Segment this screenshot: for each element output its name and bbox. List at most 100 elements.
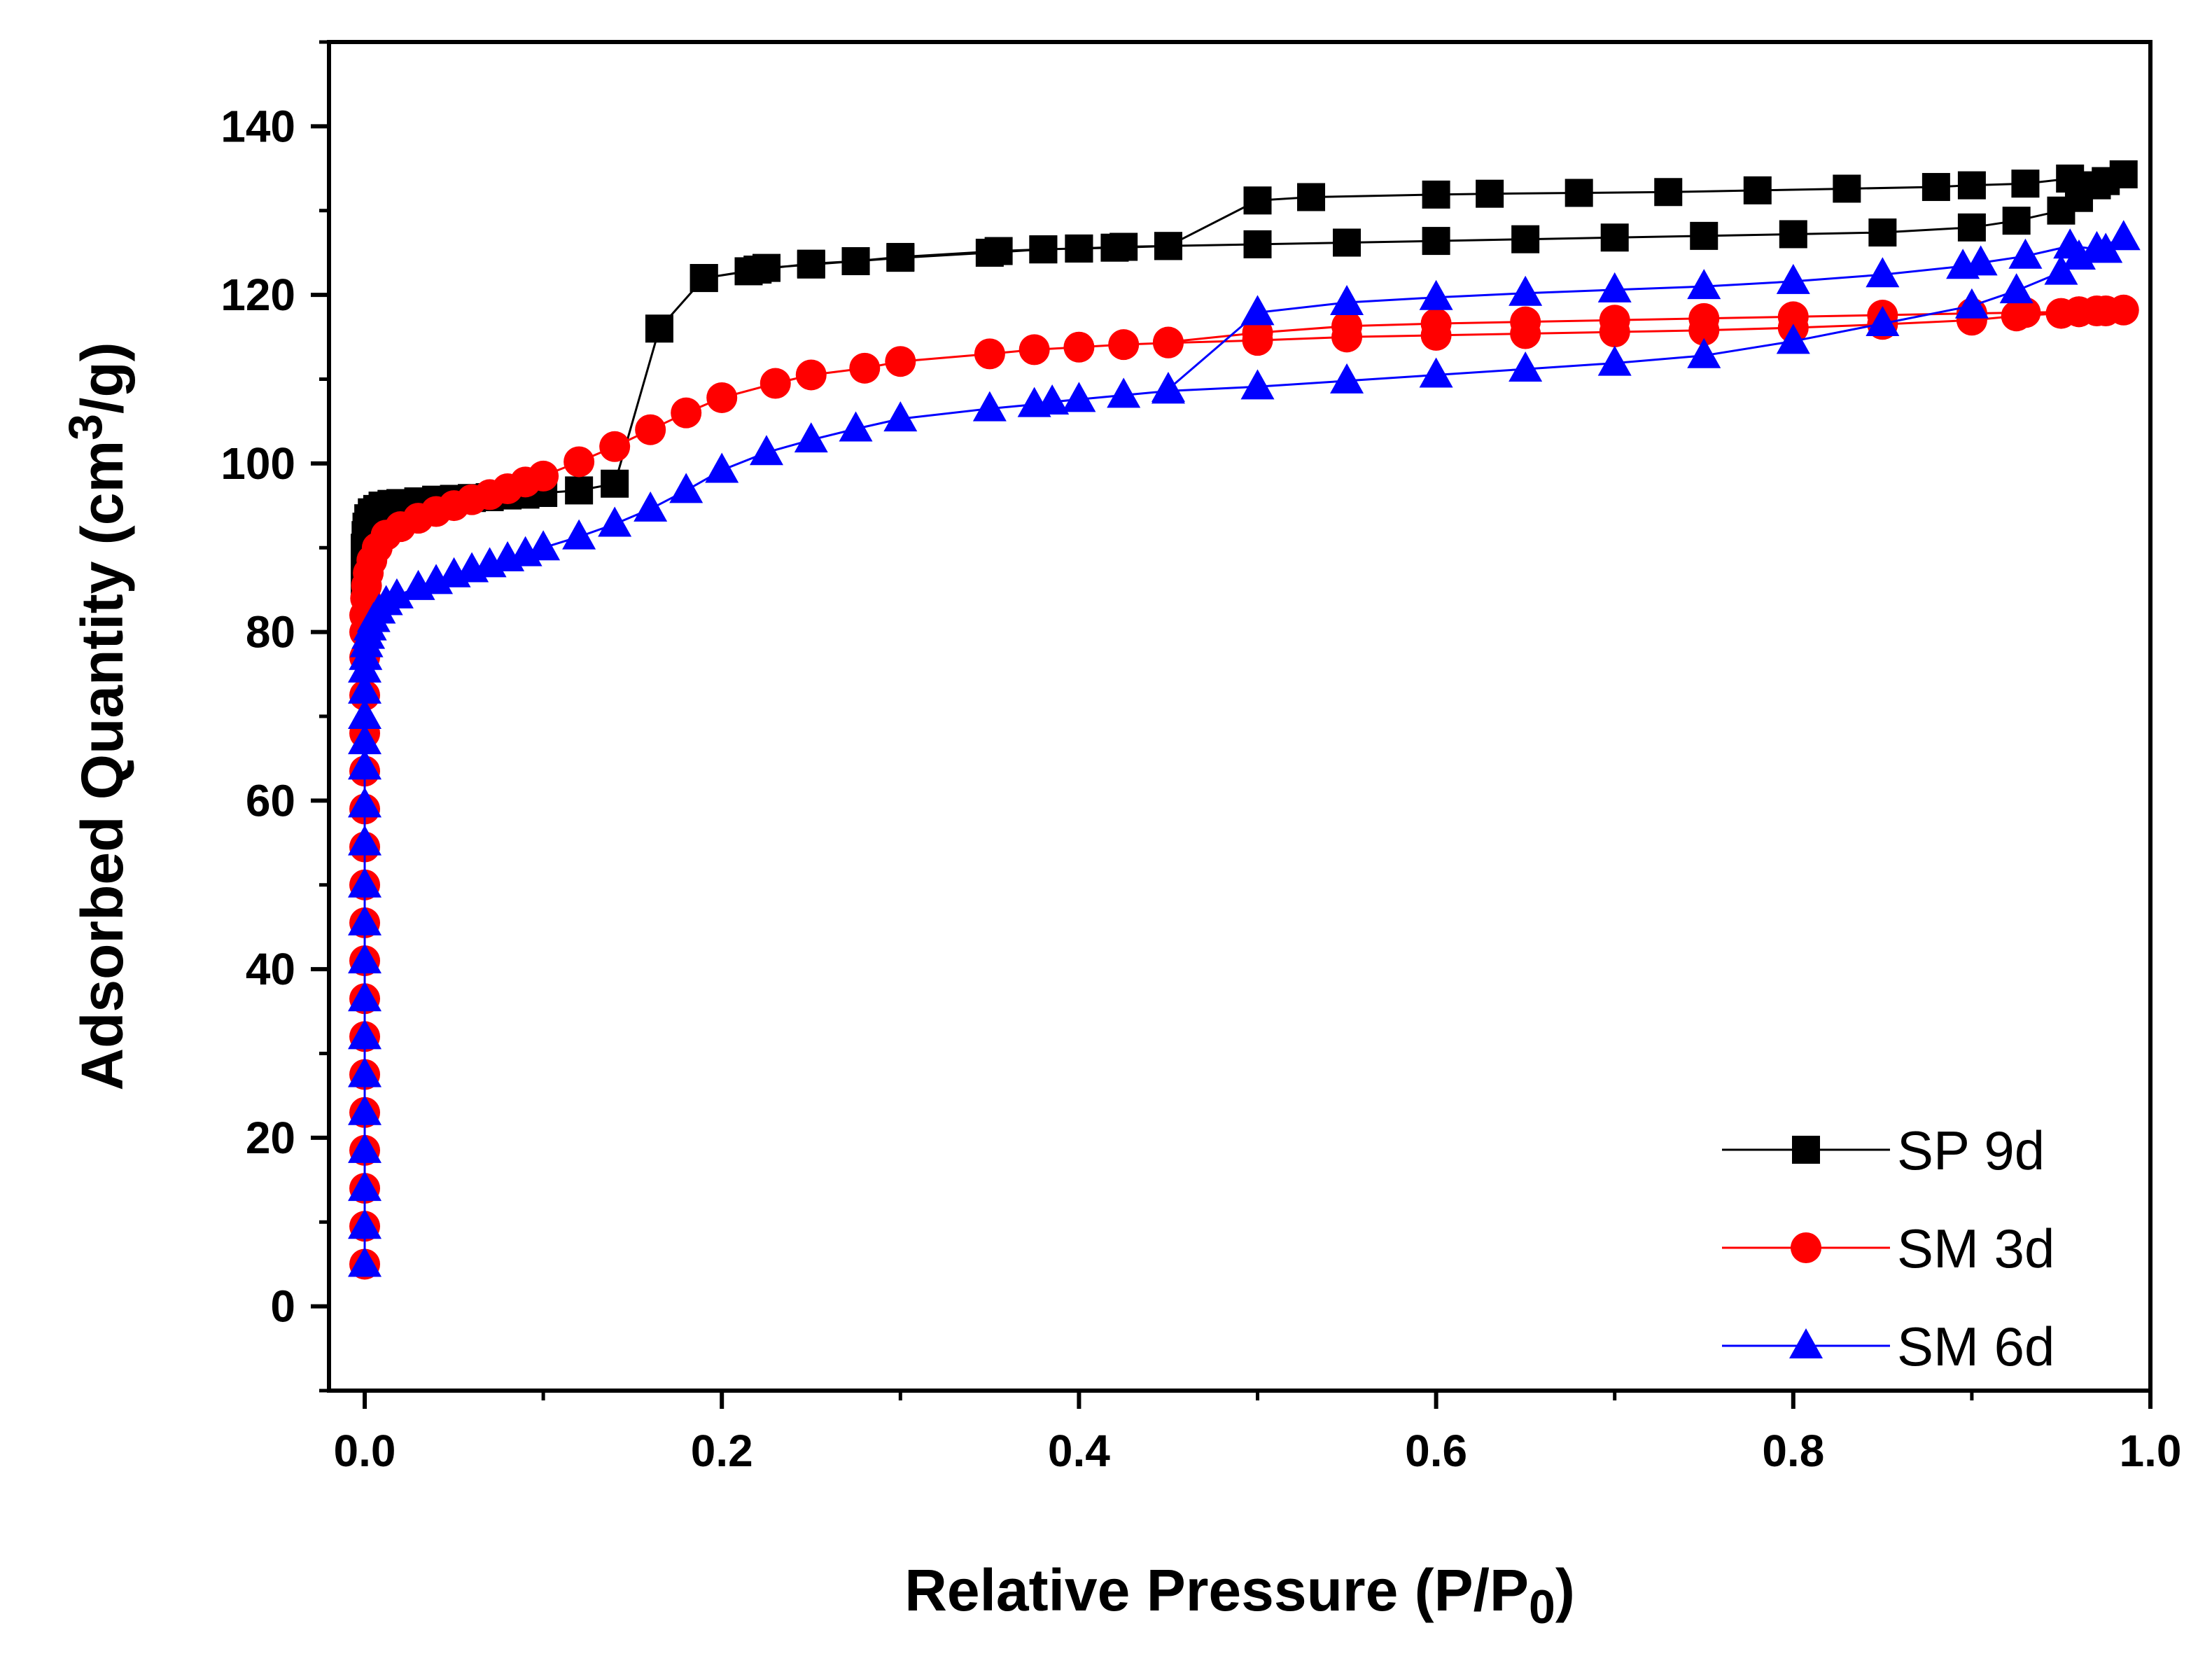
series-1-point-70 [1510,306,1541,338]
series-0-point-66 [797,250,825,279]
series-0-point-65 [841,246,870,275]
series-2-point-67 [1946,249,1980,279]
series-2-point-75 [1240,295,1275,326]
series-2-point-69 [1776,263,1810,294]
series-0-point-56 [1422,180,1450,209]
series-1-point-69 [1599,305,1630,336]
series-2-point-1 [348,1209,382,1239]
series-2-point-54 [1687,338,1721,368]
series-1-point-36 [635,414,666,445]
series-1-point-62 [2090,295,2122,326]
series-1-point-33 [528,460,559,492]
series-0-point-55 [1476,179,1504,208]
x-tick-label-3: 0.6 [1405,1426,1467,1476]
legend-marker-0 [1792,1136,1820,1164]
y-tick-label-6: 120 [220,270,295,320]
series-0-point-61 [1065,234,1093,263]
series-2-point-45 [1035,384,1070,415]
series-0-point-69 [690,264,718,293]
series-2-point-2 [348,1171,382,1202]
series-2-point-11 [348,825,382,856]
series-1-point-74 [1152,326,1184,358]
series-1-point-44 [1018,334,1050,366]
series-2-point-35 [598,506,632,537]
series-0-point-60 [1100,233,1129,262]
series-2-point-13 [348,749,382,780]
series-1-point-39 [760,368,791,399]
series-1-point-38 [706,382,738,413]
series-0-point-53 [1654,178,1683,207]
series-0-point-54 [1564,179,1593,207]
series-2-point-38 [705,452,739,483]
series-0-point-62 [1029,235,1058,264]
series-2-point-9 [348,905,382,935]
series-2-point-6 [348,1019,382,1050]
series-2-point-33 [526,530,561,561]
legend-marker-2 [1789,1328,1823,1358]
series-2-point-52 [1508,352,1543,382]
legend-label-2: SM 6d [1897,1316,2054,1377]
series-2-point-62 [2106,220,2141,251]
series-1-point-63 [2063,296,2094,328]
series-2-point-40 [794,422,828,453]
series-2-point-58 [1999,273,2033,304]
series-1-point-68 [1688,302,1720,334]
series-2-point-15 [348,699,382,729]
series-2-point-53 [1597,345,1632,376]
series-2-point-74 [1330,284,1364,315]
series-2-point-68 [1865,257,1900,288]
series-2-point-25 [379,578,414,608]
series-2-point-46 [1062,382,1096,412]
x-tick-label-2: 0.4 [1048,1426,1110,1476]
series-2-point-59 [2044,254,2078,285]
series-1-point-34 [564,446,595,478]
y-tick-label-1: 20 [246,1113,295,1163]
series-2-point-70 [1687,269,1721,300]
x-axis-title-subscript: 0 [1529,1580,1555,1634]
series-2-point-76 [1151,371,1185,402]
series-0-point-33 [1333,228,1362,257]
series-0-point-34 [1422,227,1450,256]
series-2-point-10 [348,867,382,898]
legend: SP 9d SM 3d SM 6d [1722,1120,2054,1377]
series-0-point-50 [1921,173,1950,202]
x-tick-label-5: 1.0 [2120,1426,2182,1476]
series-0-point-39 [1868,218,1897,247]
legend-label-0: SP 9d [1897,1120,2045,1181]
series-0-point-20 [601,469,629,498]
series-1-point-37 [671,397,702,429]
series-0-point-19 [565,476,594,505]
legend-label-1: SM 3d [1897,1218,2054,1279]
series-2-point-71 [1597,272,1632,302]
series-2-point-65 [2008,238,2043,269]
series-1-point-46 [1108,329,1140,361]
series-2-point-73 [1419,279,1453,310]
series-1-point-71 [1420,308,1452,340]
series-1-point-67 [1777,301,1809,333]
series-2-point-14 [348,724,382,755]
axes-layer: 0.0 0.2 0.4 0.6 0.8 1.0 0 20 40 60 80 100 120 140 [220,40,2182,1476]
series-2-point-0 [348,1246,382,1277]
y-tick-label-0: 0 [270,1281,295,1332]
x-axis-title: Relative Pressure (P/P0) [904,1557,1575,1634]
series-0-point-49 [1957,171,1986,200]
series-2-point-47 [1107,377,1141,408]
x-tick-label-0: 0.0 [334,1426,396,1476]
series-2-point-39 [749,435,783,466]
y-tick-label-7: 140 [220,101,295,151]
series-0-point-68 [734,257,763,286]
series-2-point-36 [634,491,668,522]
series-1-point-42 [885,346,916,377]
series-1-point-43 [974,338,1005,370]
series-2-point-41 [839,411,873,442]
series-2-point-57 [1954,288,1989,319]
series-2-point-72 [1508,275,1543,306]
series-2-point-49 [1240,369,1275,400]
series-0-point-38 [1779,220,1807,249]
x-tick-label-4: 0.8 [1762,1426,1824,1476]
series-2-point-42 [883,401,918,432]
series-2 [348,220,2141,1277]
y-tick-label-3: 60 [246,775,295,826]
